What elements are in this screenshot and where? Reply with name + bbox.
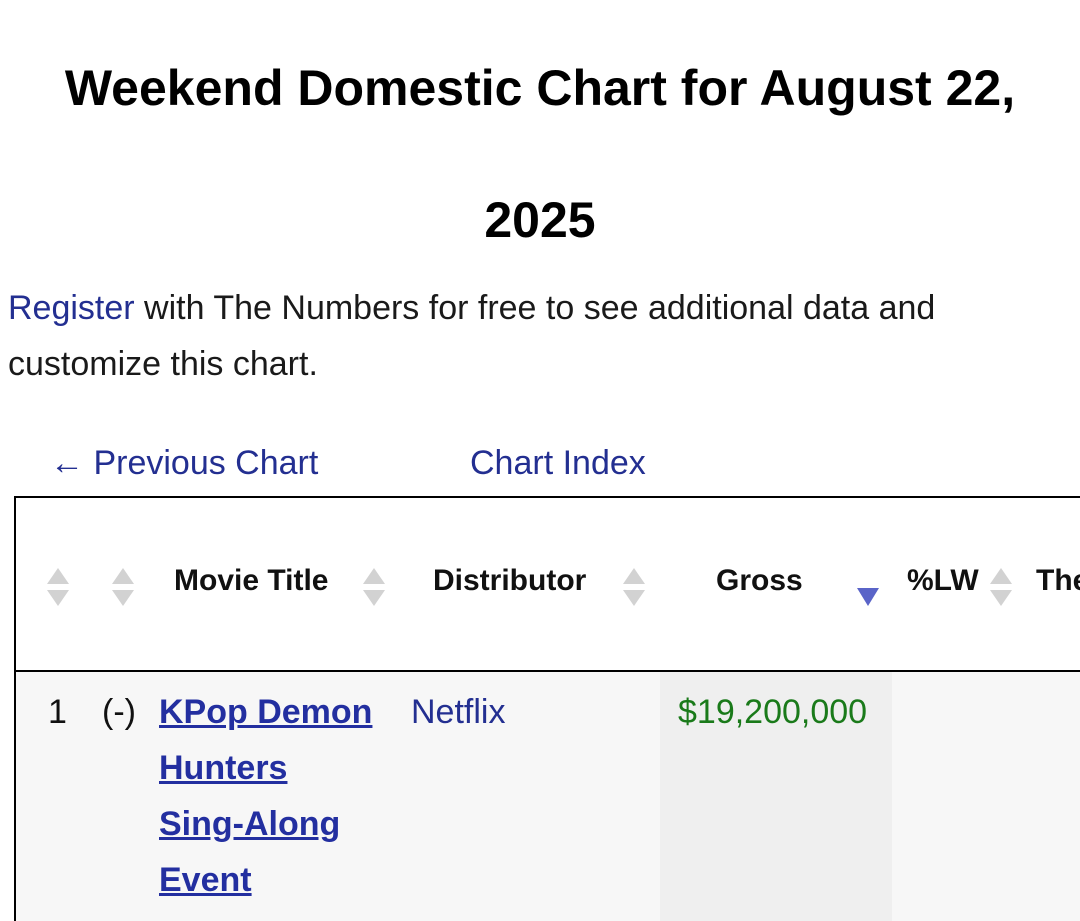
header-percent-last-week[interactable]: %LW <box>907 564 979 597</box>
table-row: 1 (-) KPop Demon Hunters Sing-Along Even… <box>16 672 1080 921</box>
movie-title-link[interactable]: KPop Demon Hunters Sing-Along Event <box>159 684 394 908</box>
register-prompt-text: with The Numbers for free to see additio… <box>8 289 936 383</box>
header-gross[interactable]: Gross <box>716 564 803 597</box>
row-gross: $19,200,000 <box>678 693 868 731</box>
sort-distributor-icon[interactable] <box>623 568 645 608</box>
gross-column-highlight <box>660 672 892 921</box>
header-movie-title[interactable]: Movie Title <box>174 564 329 597</box>
distributor-link[interactable]: Netflix <box>411 693 506 731</box>
page-title-line-1: Weekend Domestic Chart for August 22, <box>64 60 1016 116</box>
sort-rank-icon[interactable] <box>47 568 69 608</box>
table-header-row: Movie Title Distributor Gross %LW The <box>16 498 1080 672</box>
page-title: Weekend Domestic Chart for August 22, 20… <box>0 22 1080 286</box>
row-rank: 1 <box>48 693 67 731</box>
chart-index-link[interactable]: Chart Index <box>470 444 646 482</box>
sort-gross-active-icon[interactable] <box>857 588 879 606</box>
movie-title-line: Sing-Along <box>159 805 341 843</box>
movie-title-line: KPop Demon <box>159 693 373 731</box>
page-title-line-2: 2025 <box>484 192 596 248</box>
sort-change-icon[interactable] <box>112 568 134 608</box>
previous-chart-link[interactable]: ← Previous Chart <box>50 444 319 482</box>
register-prompt: Register with The Numbers for free to se… <box>8 280 1068 392</box>
movie-title-line: Hunters <box>159 749 288 787</box>
row-rank-change: (-) <box>102 693 136 731</box>
register-link[interactable]: Register <box>8 289 135 327</box>
header-distributor[interactable]: Distributor <box>433 564 587 597</box>
sort-movie-title-icon[interactable] <box>363 568 385 608</box>
movie-title-line: Event <box>159 861 252 899</box>
header-theaters[interactable]: The <box>1036 564 1080 597</box>
chart-table: Movie Title Distributor Gross %LW The 1 … <box>14 496 1080 921</box>
sort-percent-last-week-icon[interactable] <box>990 568 1012 608</box>
